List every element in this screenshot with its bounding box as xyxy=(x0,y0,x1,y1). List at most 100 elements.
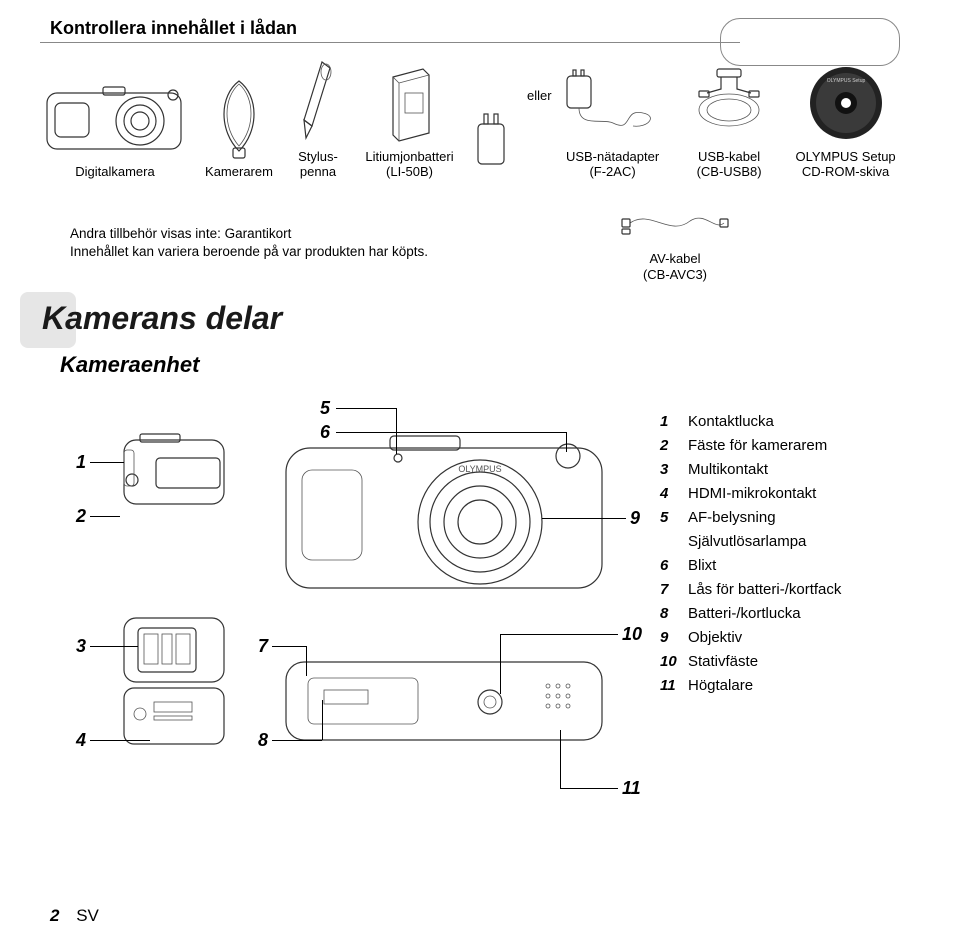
parts-list-text: Kontaktlucka xyxy=(688,410,774,434)
item-usb-label: USB-kabel (CB-USB8) xyxy=(697,149,762,180)
camera-door-view-icon xyxy=(110,610,240,760)
callout-1: 1 xyxy=(76,452,86,473)
leader-9 xyxy=(542,518,626,519)
item-stylus-label: Stylus-penna xyxy=(288,149,348,180)
usb-label-text: USB-kabel xyxy=(698,149,760,164)
parts-list-text: Blixt xyxy=(688,554,716,578)
item-usb: USB-kabel (CB-USB8) xyxy=(682,63,777,180)
parts-list-number: 9 xyxy=(660,626,688,650)
leader-6 xyxy=(336,432,566,433)
leader-5 xyxy=(336,408,396,409)
callout-4: 4 xyxy=(76,730,86,751)
item-strap-label: Kamerarem xyxy=(205,164,273,180)
callout-11: 11 xyxy=(622,778,641,799)
parts-list-row: Självutlösarlampa xyxy=(660,530,841,554)
item-adapter: USB-nätadapter (F-2AC) xyxy=(558,63,668,180)
item-battery: Litiumjonbatteri (LI-50B) xyxy=(362,63,457,180)
parts-list-row: 7Lås för batteri-/kortfack xyxy=(660,578,841,602)
leader-5b xyxy=(396,408,397,454)
camera-front-view-icon: OLYMPUS xyxy=(280,430,610,610)
battery-icon xyxy=(385,63,435,143)
parts-list-number: 4 xyxy=(660,482,688,506)
leader-10b xyxy=(500,634,501,694)
item-cd: OLYMPUS Setup OLYMPUS Setup CD-ROM-skiva xyxy=(791,63,901,180)
item-battery-label: Litiumjonbatteri (LI-50B) xyxy=(365,149,453,180)
parts-list-text: Objektiv xyxy=(688,626,742,650)
adapter-icon xyxy=(563,63,663,143)
parts-list-number: 6 xyxy=(660,554,688,578)
strap-icon xyxy=(209,78,269,158)
title-rule xyxy=(40,42,740,43)
section-title: Kamerans delar xyxy=(42,300,282,337)
parts-list-number: 8 xyxy=(660,602,688,626)
parts-list-number: 11 xyxy=(660,674,688,698)
callout-6: 6 xyxy=(320,422,330,443)
parts-list-text: Självutlösarlampa xyxy=(688,530,806,554)
adapter-sublabel-text: (F-2AC) xyxy=(589,164,635,179)
parts-list-text: HDMI-mikrokontakt xyxy=(688,482,816,506)
leader-6b xyxy=(566,432,567,452)
leader-11b xyxy=(560,730,561,788)
page-footer: 2 SV xyxy=(50,906,99,926)
leader-11 xyxy=(560,788,618,789)
parts-list-row: 9Objektiv xyxy=(660,626,841,650)
callout-2: 2 xyxy=(76,506,86,527)
parts-list-row: 10Stativfäste xyxy=(660,650,841,674)
parts-list-row: 1Kontaktlucka xyxy=(660,410,841,434)
camera-side-view-icon xyxy=(110,430,240,590)
svg-text:OLYMPUS: OLYMPUS xyxy=(458,464,501,474)
adapter-a-icon xyxy=(474,100,508,180)
leader-7b xyxy=(306,646,307,676)
parts-list-row: 2Fäste för kamerarem xyxy=(660,434,841,458)
leader-2 xyxy=(90,516,120,517)
footnote-line1: Andra tillbehör visas inte: Garantikort xyxy=(70,225,428,243)
parts-list-number: 5 xyxy=(660,506,688,530)
item-cd-label: OLYMPUS Setup CD-ROM-skiva xyxy=(795,149,895,180)
title-bubble xyxy=(720,18,900,66)
cd-sublabel-text: CD-ROM-skiva xyxy=(802,164,889,179)
leader-8b xyxy=(322,700,323,740)
svg-text:OLYMPUS Setup: OLYMPUS Setup xyxy=(826,78,865,84)
subsection-title: Kameraenhet xyxy=(60,352,199,378)
item-camera-label: Digitalkamera xyxy=(75,164,154,180)
parts-list-row: 4HDMI-mikrokontakt xyxy=(660,482,841,506)
cd-label-text: OLYMPUS Setup xyxy=(795,149,895,164)
item-strap: Kamerarem xyxy=(204,78,274,180)
parts-list-text: Multikontakt xyxy=(688,458,768,482)
or-word: eller xyxy=(527,88,552,103)
box-contents-row: Digitalkamera Kamerarem Stylus-penna xyxy=(40,60,940,180)
parts-list-row: 11Högtalare xyxy=(660,674,841,698)
usb-icon xyxy=(687,63,772,143)
callout-5: 5 xyxy=(320,398,330,419)
av-sublabel-text: (CB-AVC3) xyxy=(643,267,707,282)
callout-3: 3 xyxy=(76,636,86,657)
av-cable-label: AV-kabel (CB-AVC3) xyxy=(620,251,730,282)
leader-8 xyxy=(272,740,322,741)
leader-10 xyxy=(500,634,618,635)
parts-list-text: Batteri-/kortlucka xyxy=(688,602,801,626)
parts-list-text: Lås för batteri-/kortfack xyxy=(688,578,841,602)
parts-list-number: 10 xyxy=(660,650,688,674)
parts-list-row: 3Multikontakt xyxy=(660,458,841,482)
footnote: Andra tillbehör visas inte: Garantikort … xyxy=(70,225,428,261)
page-title: Kontrollera innehållet i lådan xyxy=(50,18,297,39)
av-label-text: AV-kabel xyxy=(649,251,700,266)
adapter-label-text: USB-nätadapter xyxy=(566,149,659,164)
av-cable-icon xyxy=(620,205,730,245)
item-adapter-a xyxy=(471,100,511,180)
leader-3 xyxy=(90,646,138,647)
parts-list-text: Stativfäste xyxy=(688,650,758,674)
usb-sublabel-text: (CB-USB8) xyxy=(697,164,762,179)
leader-4 xyxy=(90,740,150,741)
leader-7 xyxy=(272,646,306,647)
item-adapter-label: USB-nätadapter (F-2AC) xyxy=(566,149,659,180)
callout-8: 8 xyxy=(258,730,268,751)
page-lang: SV xyxy=(76,906,99,925)
page-number: 2 xyxy=(50,906,59,925)
cd-icon: OLYMPUS Setup xyxy=(807,63,885,143)
parts-list-number: 3 xyxy=(660,458,688,482)
parts-list-row: 5AF-belysning xyxy=(660,506,841,530)
battery-sublabel-text: (LI-50B) xyxy=(386,164,433,179)
parts-list-text: AF-belysning xyxy=(688,506,776,530)
parts-list-row: 8Batteri-/kortlucka xyxy=(660,602,841,626)
